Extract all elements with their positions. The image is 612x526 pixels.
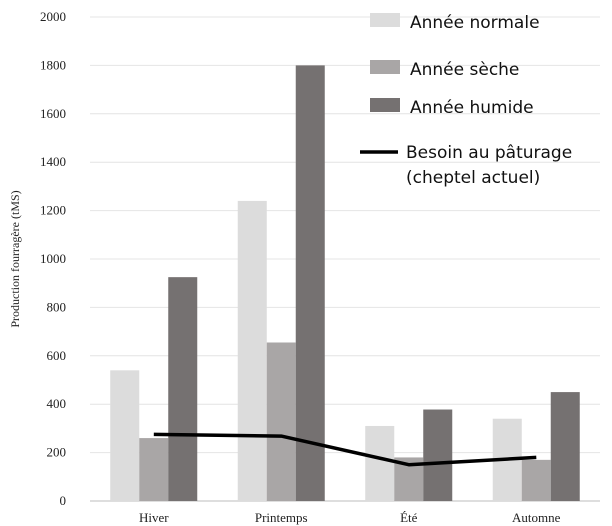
y-tick-label: 1200 — [40, 203, 66, 218]
x-tick-label: Été — [400, 510, 418, 525]
y-tick-label: 1800 — [40, 57, 66, 72]
bar — [237, 200, 267, 502]
y-tick-labels: 0 200 400 600 800 1000 1200 1400 1600 1800 2000 — [40, 9, 66, 508]
y-tick-label: 200 — [47, 445, 67, 460]
bar — [365, 425, 395, 501]
bar — [550, 392, 580, 501]
y-tick-label: 800 — [47, 299, 67, 314]
legend-label: Besoin au pâturage — [406, 143, 572, 163]
need-line — [153, 432, 537, 467]
y-tick-label: 2000 — [40, 9, 66, 24]
legend-label: (cheptel actuel) — [406, 168, 540, 188]
legend-swatch — [370, 98, 400, 112]
bar — [295, 65, 325, 502]
y-tick-label: 1400 — [40, 154, 66, 169]
y-axis-label: Production fourragère (tMS) — [8, 190, 22, 327]
x-tick-label: Printemps — [255, 510, 308, 525]
x-tick-label: Automne — [512, 510, 561, 525]
bar — [423, 409, 453, 501]
bar — [139, 438, 169, 501]
need-line-path — [153, 432, 537, 467]
legend-label: Année sèche — [410, 60, 519, 80]
bars — [110, 65, 580, 502]
legend-swatch — [370, 13, 400, 27]
bar — [168, 277, 198, 501]
legend: Année normale Année sèche Année humide Beso… — [360, 13, 572, 188]
bar — [521, 459, 551, 501]
x-tick-label: Hiver — [139, 510, 169, 525]
legend-swatch — [370, 60, 400, 74]
y-tick-label: 400 — [47, 396, 67, 411]
x-tick-labels: Hiver Printemps Été Automne — [139, 510, 561, 525]
legend-label: Année humide — [410, 98, 534, 118]
y-tick-label: 1000 — [40, 251, 66, 266]
y-tick-label: 1600 — [40, 106, 66, 121]
grid-lines — [90, 16, 600, 502]
legend-label: Année normale — [410, 13, 540, 33]
bar — [110, 370, 140, 501]
y-tick-label: 0 — [60, 493, 67, 508]
bar — [266, 342, 296, 501]
y-tick-label: 600 — [47, 348, 67, 363]
